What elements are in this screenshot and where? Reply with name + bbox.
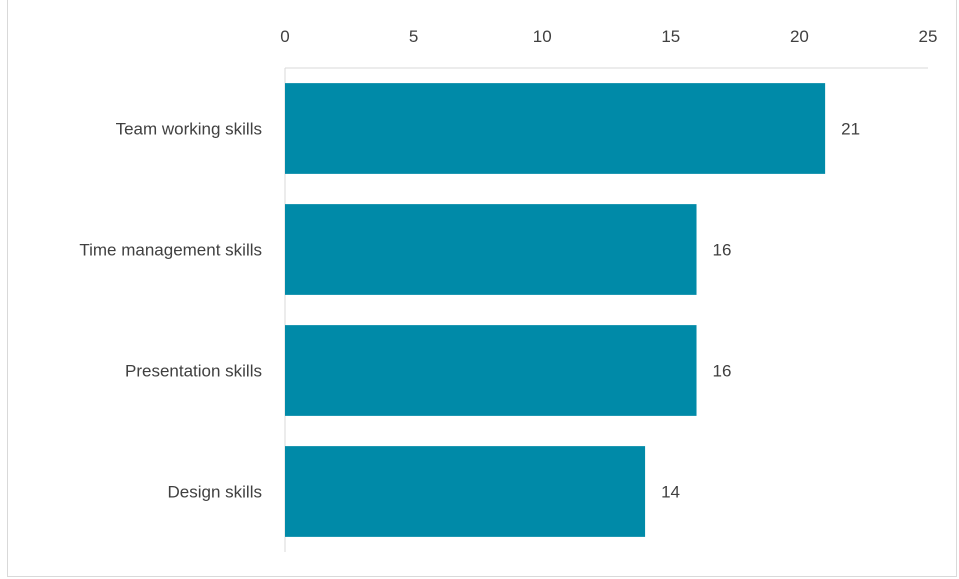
x-tick-label: 10 [533, 27, 552, 46]
bar [285, 83, 825, 174]
data-label: 16 [713, 241, 732, 260]
category-label: Team working skills [116, 120, 262, 139]
x-tick-label: 15 [661, 27, 680, 46]
x-tick-label: 20 [790, 27, 809, 46]
category-label: Presentation skills [125, 362, 262, 381]
category-label: Design skills [168, 483, 262, 502]
bar [285, 204, 697, 295]
data-labels: 21 16 16 14 [661, 120, 860, 502]
x-tick-label: 25 [919, 27, 938, 46]
x-tick-label: 5 [409, 27, 418, 46]
bars-group [285, 83, 825, 537]
category-label: Time management skills [79, 241, 262, 260]
x-axis-ticks: 0 5 10 15 20 25 [280, 27, 937, 46]
category-labels: Team working skills Time management skill… [79, 120, 262, 502]
data-label: 21 [841, 120, 860, 139]
bar [285, 446, 645, 537]
bar [285, 325, 697, 416]
data-label: 14 [661, 483, 680, 502]
x-tick-label: 0 [280, 27, 289, 46]
data-label: 16 [713, 362, 732, 381]
